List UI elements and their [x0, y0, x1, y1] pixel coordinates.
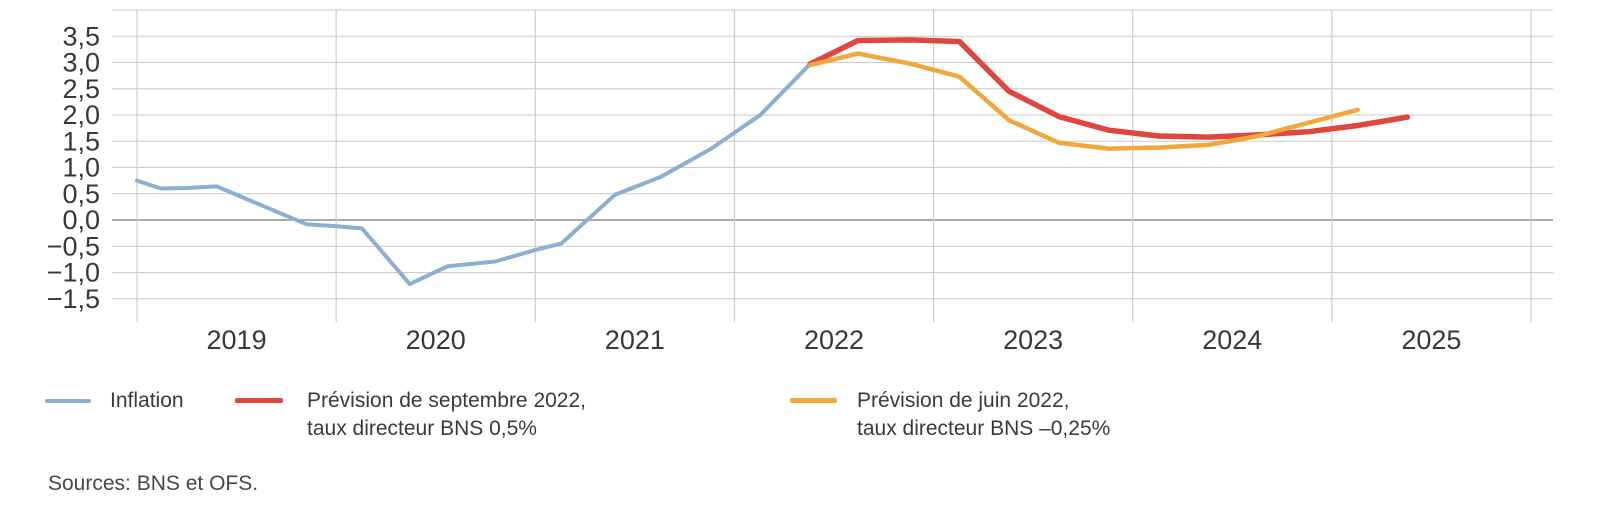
legend-label-forecast-june: Prévision de juin 2022, taux directeur B… — [857, 387, 1110, 443]
y-tick-label: −0,5 — [47, 231, 100, 261]
x-tick-label: 2019 — [207, 325, 267, 355]
legend-line: taux directeur BNS –0,25% — [857, 417, 1111, 440]
y-tick-label: −1,5 — [47, 284, 100, 314]
y-tick-label: 0,5 — [62, 179, 100, 209]
inflation-line — [135, 62, 813, 287]
x-tick-label: 2022 — [804, 325, 864, 355]
x-tick-label: 2024 — [1202, 325, 1262, 355]
y-tick-label: 1,5 — [62, 126, 100, 156]
y-tick-label: 0,0 — [62, 205, 100, 235]
x-tick-label: 2025 — [1401, 325, 1461, 355]
y-tick-label: 3,5 — [62, 21, 100, 51]
legend-line: Prévision de septembre 2022, — [307, 389, 586, 412]
y-tick-label: 3,0 — [62, 48, 100, 78]
forecast-june-line — [807, 51, 1360, 151]
legend-swatch-forecast-september — [235, 398, 283, 403]
legend-label-inflation: Inflation — [110, 387, 184, 415]
x-tick-label: 2021 — [605, 325, 665, 355]
legend-line: Inflation — [110, 389, 184, 412]
y-tick-label: 1,0 — [62, 153, 100, 183]
legend-swatch-inflation — [45, 399, 91, 403]
sources-note: Sources: BNS et OFS. — [48, 472, 259, 495]
y-tick-label: −1,0 — [47, 258, 100, 288]
plot-area: 3,53,02,52,01,51,00,50,0−0,5−1,0−1,5 2019… — [47, 9, 1553, 355]
x-tick-label: 2023 — [1003, 325, 1063, 355]
legend-label-forecast-september: Prévision de septembre 2022, taux direct… — [307, 387, 586, 443]
x-tick-label: 2020 — [406, 325, 466, 355]
legend-line: taux directeur BNS 0,5% — [307, 417, 537, 440]
y-tick-label: 2,0 — [62, 100, 100, 130]
legend-swatch-forecast-june — [790, 398, 837, 403]
legend-line: Prévision de juin 2022, — [857, 389, 1070, 412]
forecast-september-line — [807, 37, 1411, 140]
y-tick-label: 2,5 — [62, 74, 100, 104]
